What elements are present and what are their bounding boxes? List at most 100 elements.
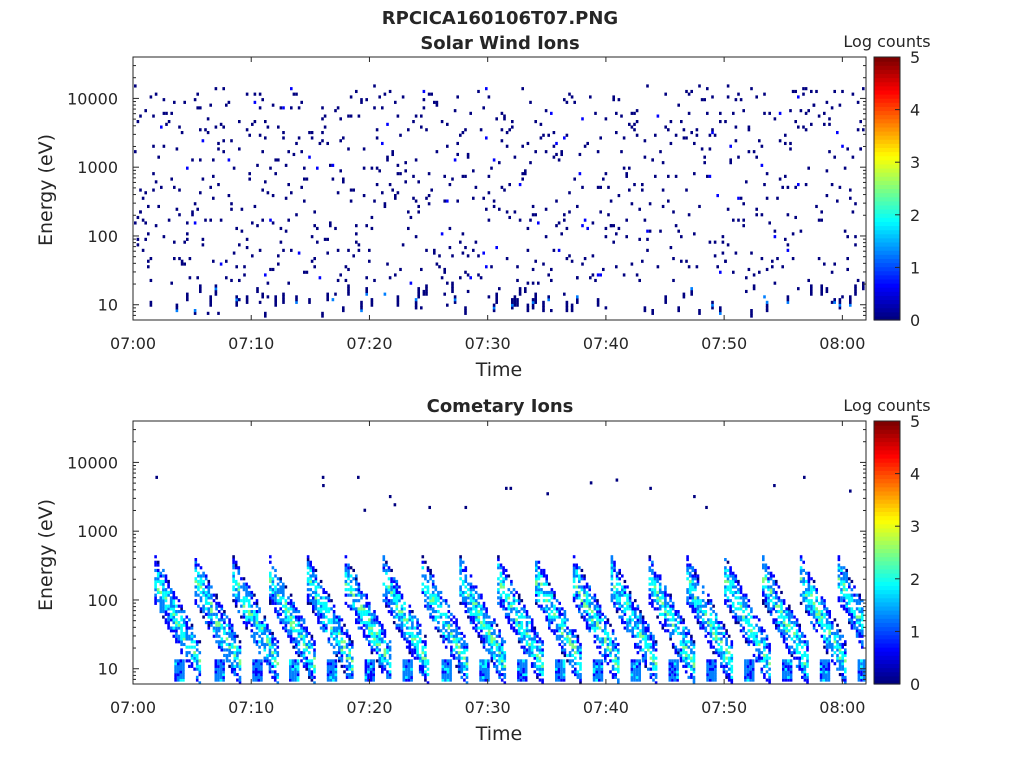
heatmap-cell — [521, 172, 524, 176]
heatmap-cell — [317, 610, 320, 614]
heatmap-cell — [487, 637, 491, 641]
heatmap-cell — [696, 607, 700, 611]
heatmap-cell — [314, 607, 318, 611]
heatmap-cell — [411, 615, 414, 619]
heatmap-cell — [302, 618, 306, 622]
heatmap-cell — [282, 298, 285, 302]
heatmap-cell — [289, 618, 293, 622]
heatmap-cell — [708, 133, 712, 137]
heatmap-cell — [572, 568, 576, 573]
heatmap-cell — [485, 136, 488, 140]
heatmap-cell — [538, 656, 542, 660]
heatmap-cell — [401, 95, 405, 99]
heatmap-cell — [448, 246, 452, 250]
heatmap-cell — [525, 626, 529, 630]
heatmap-cell — [464, 579, 468, 584]
heatmap-cell — [287, 601, 290, 605]
heatmap-cell — [292, 152, 296, 157]
heatmap-cell — [457, 640, 461, 644]
heatmap-cell — [401, 243, 405, 247]
heatmap-cell — [257, 675, 261, 679]
heatmap-cell — [154, 585, 157, 589]
heatmap-cell — [365, 596, 368, 600]
heatmap-cell — [444, 623, 448, 627]
heatmap-cell — [439, 590, 443, 595]
heatmap-cell — [228, 642, 231, 647]
heatmap-cell — [525, 631, 529, 636]
heatmap-cell — [172, 607, 176, 611]
heatmap-cell — [555, 678, 558, 682]
heatmap-cell — [760, 651, 764, 655]
heatmap-cell — [402, 667, 406, 671]
heatmap-cell — [581, 262, 584, 266]
heatmap-cell — [596, 601, 599, 605]
heatmap-cell — [474, 626, 478, 630]
heatmap-cell — [555, 670, 558, 674]
heatmap-cell — [726, 577, 730, 581]
heatmap-cell — [747, 125, 751, 129]
heatmap-cell — [459, 566, 462, 570]
heatmap-cell — [400, 623, 404, 627]
heatmap-cell — [365, 224, 368, 228]
heatmap-cell — [565, 309, 569, 313]
heatmap-cell — [713, 133, 717, 137]
heatmap-cell — [426, 673, 430, 677]
heatmap-cell — [598, 612, 602, 616]
heatmap-cell — [309, 579, 312, 584]
heatmap-cell — [400, 604, 404, 608]
heatmap-cell — [263, 615, 267, 619]
heatmap-cell — [731, 579, 735, 584]
heatmap-cell — [373, 631, 376, 636]
heatmap-cell — [253, 100, 257, 104]
heatmap-cell — [373, 618, 376, 622]
heatmap-cell — [296, 662, 300, 666]
heatmap-cell — [575, 596, 578, 600]
heatmap-cell — [643, 139, 647, 143]
heatmap-cell — [524, 670, 528, 674]
heatmap-cell — [474, 240, 478, 244]
heatmap-cell — [763, 183, 766, 187]
heatmap-cell — [215, 634, 218, 638]
heatmap-cell — [290, 191, 293, 195]
heatmap-cell — [658, 596, 662, 600]
heatmap-cell — [520, 623, 524, 627]
heatmap-cell — [325, 590, 328, 595]
heatmap-cell — [394, 194, 397, 198]
heatmap-cell — [725, 637, 728, 641]
heatmap-cell — [418, 656, 422, 660]
heatmap-cell — [375, 136, 379, 140]
heatmap-cell — [602, 267, 605, 272]
heatmap-cell — [207, 607, 211, 611]
heatmap-cell — [519, 664, 523, 668]
heatmap-cell — [271, 588, 275, 592]
heatmap-cell — [517, 667, 520, 671]
heatmap-cell — [459, 133, 462, 137]
heatmap-cell — [579, 673, 582, 677]
heatmap-cell — [306, 566, 310, 570]
heatmap-cell — [448, 226, 452, 231]
heatmap-cell — [439, 612, 443, 616]
heatmap-cell — [439, 634, 443, 638]
heatmap-cell — [202, 579, 205, 584]
heatmap-cell — [253, 634, 256, 638]
heatmap-cell — [407, 675, 411, 679]
heatmap-cell — [720, 631, 723, 636]
heatmap-cell — [692, 670, 696, 674]
heatmap-cell — [560, 232, 563, 236]
heatmap-cell — [460, 667, 464, 671]
heatmap-cell — [172, 601, 176, 605]
heatmap-cell — [162, 604, 165, 608]
heatmap-cell — [263, 642, 267, 647]
heatmap-cell — [493, 664, 496, 668]
heatmap-cell — [175, 618, 178, 622]
heatmap-cell — [434, 593, 438, 597]
heatmap-cell — [452, 615, 456, 619]
heatmap-cell — [316, 166, 319, 170]
heatmap-cell — [164, 621, 168, 625]
heatmap-cell — [560, 667, 563, 671]
heatmap-cell — [335, 631, 338, 636]
heatmap-cell — [271, 566, 275, 570]
heatmap-cell — [737, 579, 740, 584]
heatmap-cell — [537, 590, 541, 595]
heatmap-cell — [340, 645, 344, 649]
